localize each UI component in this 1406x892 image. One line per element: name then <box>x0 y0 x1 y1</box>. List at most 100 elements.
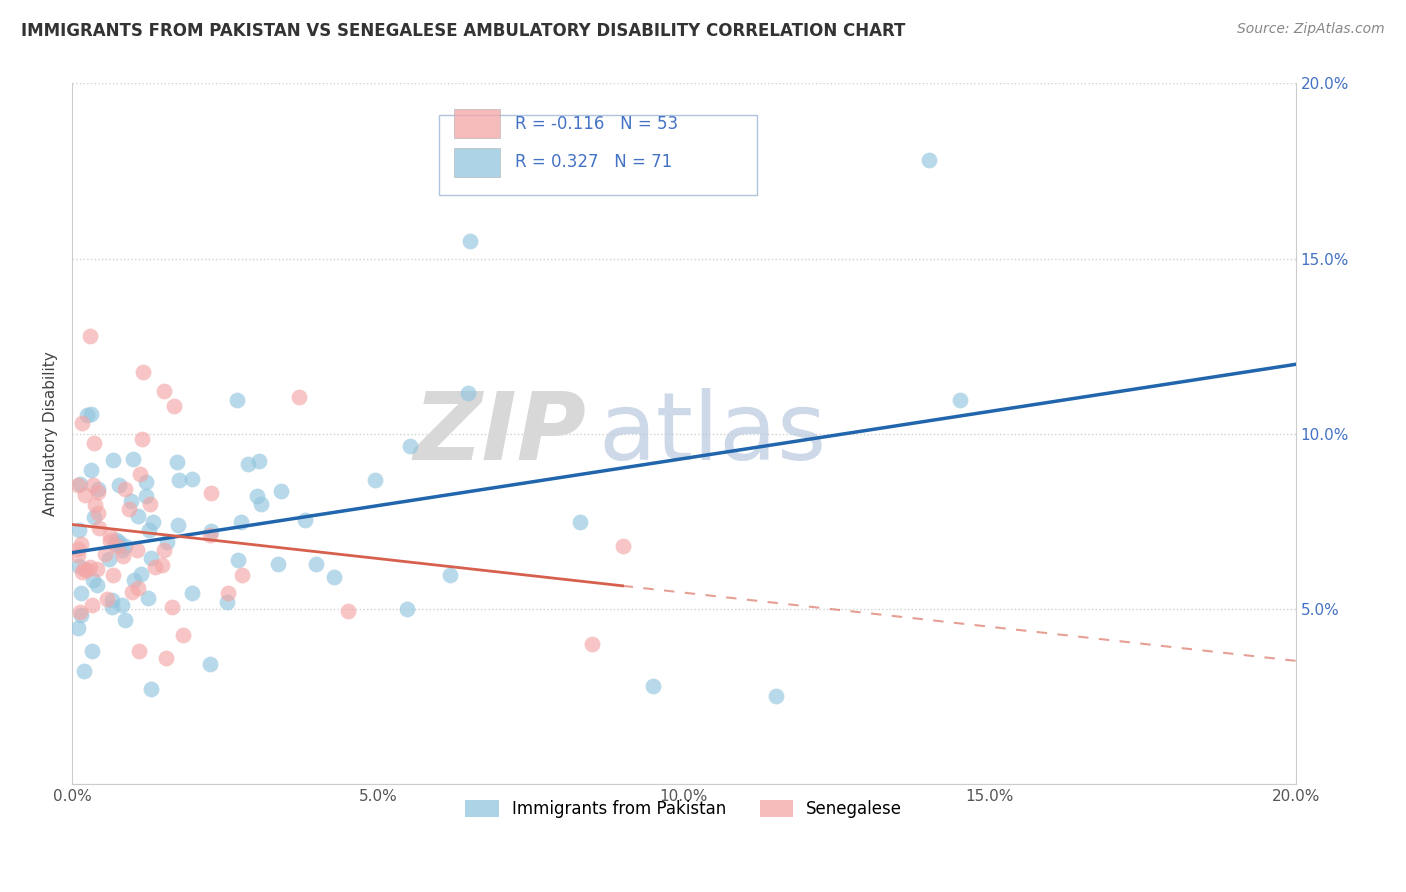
Point <box>98 552 121 566</box>
Point <box>231 567 253 582</box>
Point <box>73 561 96 575</box>
Point <box>83 499 105 513</box>
Point <box>69 476 91 491</box>
Point <box>70 586 93 600</box>
Point <box>70 608 93 623</box>
Point <box>127 543 149 558</box>
Point <box>67 621 90 635</box>
Point <box>247 454 270 468</box>
FancyBboxPatch shape <box>454 109 501 138</box>
Point <box>82 477 104 491</box>
Point <box>87 482 110 496</box>
Point <box>765 689 787 703</box>
Point <box>67 478 90 492</box>
Point <box>111 599 134 613</box>
Point <box>72 416 94 430</box>
Point <box>98 533 121 548</box>
Point <box>135 489 157 503</box>
Point <box>167 518 190 533</box>
Point <box>364 473 387 487</box>
Point <box>156 534 179 549</box>
Point <box>105 533 128 548</box>
Point <box>229 515 252 529</box>
Point <box>396 602 419 616</box>
Point <box>141 682 163 697</box>
Point <box>96 591 118 606</box>
Point <box>167 473 190 487</box>
Point <box>70 537 93 551</box>
Point <box>138 524 160 538</box>
Point <box>114 539 136 553</box>
FancyBboxPatch shape <box>454 147 501 177</box>
Point <box>112 549 135 563</box>
Point <box>67 559 90 574</box>
Point <box>949 393 972 408</box>
Point <box>79 328 101 343</box>
Point <box>200 657 222 671</box>
Point <box>98 529 121 543</box>
Point <box>270 483 292 498</box>
Point <box>86 562 108 576</box>
Point <box>76 409 98 423</box>
Point <box>122 574 145 588</box>
Point <box>87 521 110 535</box>
Point <box>87 485 110 500</box>
Point <box>101 593 124 607</box>
Point <box>152 558 174 573</box>
Point <box>217 586 239 600</box>
Point <box>107 478 129 492</box>
Point <box>139 497 162 511</box>
Point <box>127 581 149 595</box>
Point <box>160 600 183 615</box>
FancyBboxPatch shape <box>439 115 758 195</box>
Point <box>101 568 124 582</box>
Text: R = -0.116   N = 53: R = -0.116 N = 53 <box>515 115 678 133</box>
Point <box>82 598 104 612</box>
Point <box>139 551 162 566</box>
Point <box>67 549 90 563</box>
Point <box>457 386 479 401</box>
Point <box>114 613 136 627</box>
Point <box>917 153 939 168</box>
Point <box>166 455 188 469</box>
Point <box>128 644 150 658</box>
Point <box>153 384 176 399</box>
Point <box>143 560 166 574</box>
Point <box>163 399 186 413</box>
Point <box>105 539 128 553</box>
Point <box>249 496 271 510</box>
Point <box>69 605 91 619</box>
Point <box>458 234 481 248</box>
Point <box>236 457 259 471</box>
Point <box>132 365 155 379</box>
Point <box>67 542 90 557</box>
Text: R = 0.327   N = 71: R = 0.327 N = 71 <box>515 153 672 171</box>
Point <box>336 604 359 618</box>
Point <box>439 568 461 582</box>
Point <box>155 651 177 665</box>
Point <box>87 506 110 520</box>
Point <box>225 392 247 407</box>
Point <box>246 489 269 503</box>
Point <box>323 570 346 584</box>
Point <box>200 528 222 542</box>
Point <box>294 513 316 527</box>
Point <box>80 407 103 421</box>
Point <box>228 552 250 566</box>
Point <box>76 563 98 577</box>
Point <box>399 439 422 453</box>
Point <box>121 585 143 599</box>
Point <box>136 591 159 606</box>
Point <box>581 637 603 651</box>
Point <box>117 502 139 516</box>
Point <box>180 585 202 599</box>
Point <box>83 510 105 524</box>
Point <box>79 463 101 477</box>
Legend: Immigrants from Pakistan, Senegalese: Immigrants from Pakistan, Senegalese <box>458 793 908 824</box>
Point <box>120 493 142 508</box>
Point <box>129 566 152 581</box>
Point <box>288 390 311 404</box>
Point <box>70 565 93 579</box>
Point <box>111 543 134 558</box>
Point <box>79 559 101 574</box>
